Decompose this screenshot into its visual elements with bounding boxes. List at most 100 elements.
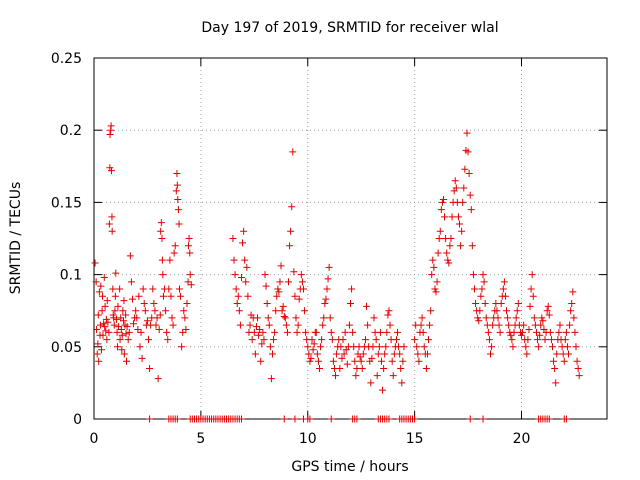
- data-point: [307, 354, 315, 362]
- data-point: [327, 328, 335, 336]
- data-point: [552, 379, 560, 387]
- data-point: [446, 242, 454, 250]
- data-point: [138, 354, 146, 362]
- data-point: [170, 249, 178, 257]
- data-point: [419, 328, 427, 336]
- data-point: [536, 331, 544, 339]
- data-point: [237, 415, 245, 423]
- data-point: [168, 314, 176, 322]
- data-point: [248, 336, 256, 344]
- data-point: [178, 343, 186, 351]
- data-point: [308, 336, 316, 344]
- data-point: [411, 415, 419, 423]
- data-point: [302, 328, 310, 336]
- data-point: [112, 269, 120, 277]
- data-point: [569, 288, 577, 296]
- data-point: [529, 292, 537, 300]
- data-point: [510, 328, 518, 336]
- data-point: [111, 307, 119, 315]
- data-point: [297, 271, 305, 279]
- data-point: [173, 181, 181, 189]
- data-point: [146, 415, 154, 423]
- data-point: [553, 350, 561, 358]
- data-point: [380, 364, 388, 372]
- data-point: [112, 315, 120, 323]
- data-point: [164, 336, 172, 344]
- data-point: [436, 227, 444, 235]
- data-point: [435, 235, 443, 242]
- data-point: [359, 350, 367, 358]
- data-point: [348, 285, 356, 293]
- data-point: [524, 336, 532, 344]
- data-point: [479, 271, 487, 279]
- y-tick-label: 0: [73, 412, 82, 428]
- data-point: [461, 165, 469, 173]
- data-point: [482, 314, 490, 322]
- data-point: [293, 328, 301, 336]
- data-point: [562, 415, 570, 423]
- data-point: [530, 314, 538, 322]
- data-point: [283, 328, 291, 336]
- data-point: [376, 328, 384, 336]
- data-point: [417, 321, 425, 329]
- data-point: [568, 299, 576, 307]
- data-point: [426, 321, 434, 329]
- data-point: [375, 343, 383, 351]
- data-point: [171, 242, 179, 250]
- data-point: [396, 350, 404, 358]
- data-point: [270, 336, 278, 344]
- data-point: [351, 357, 359, 365]
- data-point: [314, 357, 322, 365]
- data-point: [256, 325, 264, 333]
- data-point: [261, 271, 269, 279]
- data-point: [504, 314, 512, 322]
- data-point: [443, 249, 451, 257]
- data-point: [507, 331, 515, 339]
- data-point: [122, 330, 130, 338]
- data-point: [304, 343, 312, 351]
- data-point: [155, 325, 163, 333]
- data-point: [313, 350, 321, 358]
- axis-ticks: [93, 57, 607, 420]
- y-tick-label: 0.15: [51, 195, 82, 211]
- data-point: [167, 292, 175, 300]
- data-point: [445, 259, 453, 267]
- data-point: [399, 357, 407, 365]
- data-point: [427, 307, 435, 315]
- data-point: [485, 336, 493, 344]
- data-point: [428, 271, 436, 279]
- data-point: [499, 285, 507, 293]
- data-point: [177, 292, 185, 300]
- data-point: [232, 285, 240, 293]
- data-point: [231, 271, 239, 279]
- data-point: [278, 307, 286, 315]
- data-point: [501, 292, 509, 300]
- data-point: [151, 307, 159, 315]
- data-point: [512, 314, 520, 322]
- y-tick-labels: 0 0.05 0.1 0.15 0.2 0.25: [51, 51, 82, 428]
- data-point: [279, 302, 287, 310]
- data-point: [98, 307, 106, 315]
- data-point: [423, 350, 431, 358]
- data-point: [480, 278, 488, 286]
- data-point: [368, 354, 376, 362]
- data-point: [474, 314, 482, 322]
- data-point: [169, 321, 177, 329]
- data-point: [478, 285, 486, 293]
- data-point: [104, 318, 112, 326]
- data-point: [166, 256, 174, 264]
- data-point: [345, 321, 353, 329]
- data-point: [309, 346, 317, 354]
- data-point: [544, 302, 552, 310]
- data-point: [306, 357, 314, 365]
- data-point: [318, 336, 326, 344]
- data-point: [294, 321, 302, 329]
- data-point: [106, 164, 114, 172]
- data-point: [106, 131, 114, 139]
- data-point: [325, 263, 333, 271]
- data-point: [488, 343, 496, 351]
- data-point: [384, 311, 392, 319]
- data-point: [97, 282, 105, 290]
- data-point: [363, 302, 371, 310]
- data-point: [140, 299, 148, 307]
